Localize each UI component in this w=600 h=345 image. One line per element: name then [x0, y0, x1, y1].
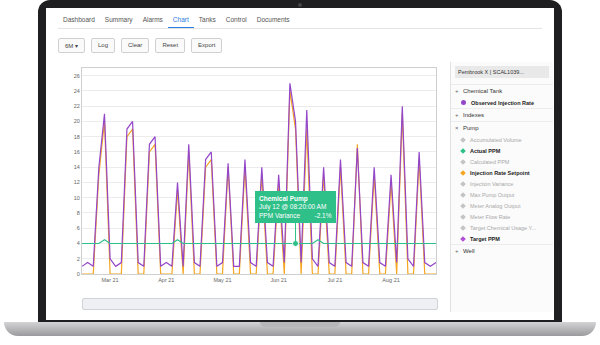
html-text:Tanks: Tanks	[198, 16, 216, 23]
svg-text:2: 2	[77, 256, 80, 262]
html-text:Control: Control	[225, 16, 247, 23]
svg-text:16: 16	[74, 149, 80, 155]
svg-text:Mar 21: Mar 21	[102, 277, 119, 283]
html-text:Observed Injection Rate: Observed Injection Rate	[471, 99, 534, 106]
html-text:Meter Flow Rate: Meter Flow Rate	[470, 213, 511, 220]
html-text:Export: Export	[198, 42, 216, 48]
svg-text:May 21: May 21	[213, 277, 231, 283]
html-text:Log: Log	[98, 42, 108, 48]
html-text:Injection Variance: Injection Variance	[470, 180, 514, 187]
svg-text:8: 8	[77, 210, 80, 216]
html-text:Alarms: Alarms	[142, 16, 163, 23]
svg-text:24: 24	[74, 88, 80, 94]
svg-text:Apr 21: Apr 21	[158, 277, 174, 283]
svg-text:22: 22	[74, 103, 80, 109]
svg-text:Aug 21: Aug 21	[382, 277, 399, 283]
html-text:Meter Analog Output: Meter Analog Output	[470, 202, 521, 209]
svg-text:Chemical PumpJuly 12 @ 08:20:0: Chemical PumpJuly 12 @ 08:20:00 AMPPM Va…	[259, 195, 332, 219]
html-text:Actual PPM: Actual PPM	[470, 147, 501, 154]
html-text:Accumulated Volume: Accumulated Volume	[470, 136, 522, 143]
html-text:Pembrook X | SCAL1039...: Pembrook X | SCAL1039...	[458, 69, 524, 75]
svg-text:Jun 21: Jun 21	[270, 277, 287, 283]
html-text:Pump: Pump	[463, 125, 479, 131]
svg-text:26: 26	[74, 73, 80, 79]
html-text:Injection Rate Setpoint: Injection Rate Setpoint	[470, 169, 530, 176]
svg-text:10: 10	[74, 195, 80, 201]
html-text:Well: Well	[463, 248, 475, 254]
svg-text:18: 18	[74, 134, 80, 140]
html-text:Indexes: Indexes	[463, 112, 484, 118]
svg-text:12: 12	[74, 179, 80, 185]
html-text:6M ▾: 6M ▾	[65, 43, 78, 49]
svg-text:6: 6	[77, 225, 80, 231]
svg-text:0: 0	[77, 271, 80, 277]
svg-text:Jul 21: Jul 21	[328, 277, 343, 283]
html-text:Clear: Clear	[128, 42, 143, 48]
html-text:Chemical Tank: Chemical Tank	[463, 88, 503, 94]
html-text:Summary: Summary	[104, 16, 133, 23]
html-text:Max Pump Output: Max Pump Output	[470, 191, 515, 198]
html-text:Reset: Reset	[162, 42, 179, 48]
svg-text:20: 20	[74, 118, 80, 124]
html-text:Documents: Documents	[256, 16, 290, 23]
html-text:Calculated PPM: Calculated PPM	[470, 158, 510, 165]
html-text:Target Chemical Usage Y...: Target Chemical Usage Y...	[470, 224, 537, 231]
svg-text:14: 14	[74, 164, 80, 170]
html-text:Dashboard: Dashboard	[63, 16, 95, 23]
html-text:Target PPM: Target PPM	[470, 235, 500, 242]
svg-text:4: 4	[77, 240, 80, 246]
html-text:Chart: Chart	[172, 16, 189, 23]
